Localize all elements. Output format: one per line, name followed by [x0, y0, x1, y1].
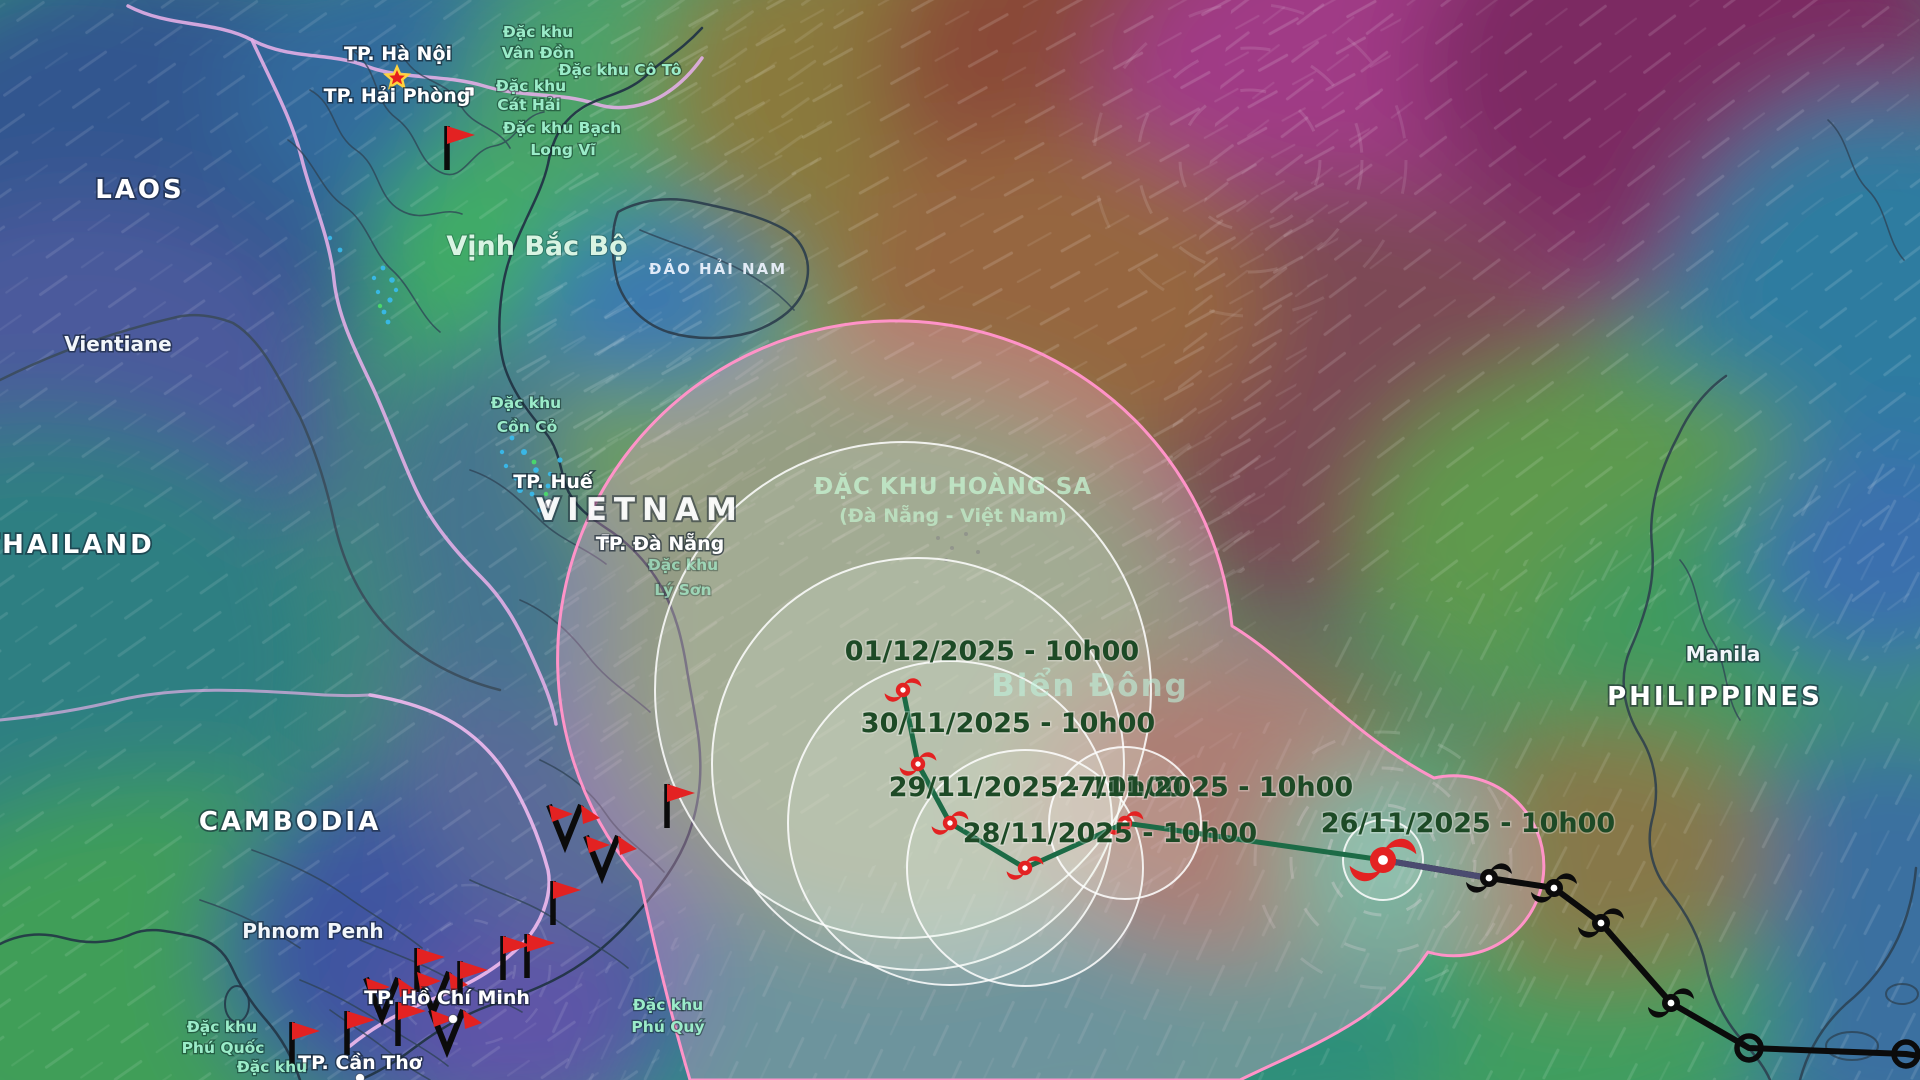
label-zone-phuquy-2: Phú Quý — [631, 1018, 704, 1036]
coastline-gulf-thailand — [0, 928, 302, 1080]
date-label-2711: 27/11/2025 - 10h00 — [1059, 772, 1353, 803]
date-label-0112: 01/12/2025 - 10h00 — [845, 636, 1139, 667]
label-hoangsa-sub: (Đà Nẵng - Việt Nam) — [839, 503, 1067, 527]
label-vietnam: VIETNAM — [536, 492, 744, 528]
map-labels: LAOS THAILAND CAMBODIA VIETNAM PHILIPPIN… — [0, 22, 1823, 1078]
label-zone-lyson-2: Lý Sơn — [654, 581, 711, 599]
label-zone-phuquoc-2: Phú Quốc — [182, 1038, 265, 1057]
track-date-labels: 01/12/2025 - 10h00 30/11/2025 - 10h00 29… — [843, 635, 1616, 851]
date-label-2811: 28/11/2025 - 10h00 — [963, 818, 1257, 849]
label-zone-bachlongvi-2: Long Vĩ — [530, 141, 596, 159]
label-zone-conco: Đặc khu — [491, 394, 561, 412]
hcmc-marker[interactable] — [448, 1014, 458, 1024]
label-laos: LAOS — [95, 175, 185, 205]
label-vientiane: Vientiane — [64, 332, 172, 356]
label-zone-cathai: Đặc khu — [496, 77, 566, 95]
coastline-hainan — [611, 197, 810, 340]
label-zone-thochu: Đặc khu — [237, 1058, 307, 1076]
border-laos-vietnam — [250, 38, 558, 726]
label-zone-phuquoc: Đặc khu — [187, 1018, 257, 1036]
border-cambodia-laos — [0, 688, 372, 722]
label-hoangsa: ĐẶC KHU HOÀNG SA — [814, 472, 1092, 500]
forecast-track — [884, 678, 1417, 882]
label-zone-bachlongvi: Đặc khu Bạch — [503, 119, 621, 137]
province-borders — [199, 49, 1905, 1080]
haiphong-marker[interactable] — [464, 86, 475, 97]
label-hue: TP. Huế — [513, 470, 594, 493]
label-zone-cathai-2: Cát Hải — [497, 96, 560, 114]
label-hainan: ĐẢO HẢI NAM — [649, 257, 787, 278]
coastline-luzon — [1622, 374, 1772, 1080]
label-zone-phuquy: Đặc khu — [633, 996, 703, 1014]
coastline-visayas — [1798, 866, 1918, 1080]
label-phnompenh: Phnom Penh — [242, 919, 383, 943]
map-borders — [0, 4, 1919, 1080]
label-hcmc: TP. Hồ Chí Minh — [364, 986, 530, 1009]
label-gulf-of-tonkin: Vịnh Bắc Bộ — [446, 231, 627, 262]
label-zone-conco-2: Cồn Cỏ — [497, 417, 557, 436]
label-east-sea: Biển Đông — [991, 668, 1189, 704]
rain-speckles — [327, 235, 563, 513]
cantho-marker[interactable] — [355, 1073, 365, 1080]
label-cambodia: CAMBODIA — [199, 807, 381, 837]
past-track — [1380, 857, 1920, 1066]
border-laos-thailand — [0, 313, 502, 692]
label-hanoi: TP. Hà Nội — [344, 43, 452, 65]
hue-marker[interactable] — [543, 498, 555, 510]
label-zone-vandon: Đặc khu — [503, 23, 573, 41]
label-cantho: TP. Cần Thơ — [298, 1051, 423, 1074]
label-manila: Manila — [1686, 642, 1761, 666]
label-thailand: THAILAND — [0, 530, 155, 560]
label-philippines: PHILIPPINES — [1607, 682, 1823, 712]
label-haiphong: TP. Hải Phòng — [324, 85, 471, 107]
city-markers — [355, 65, 611, 1080]
border-china-vietnam — [126, 4, 704, 110]
storm-uncertainty-cone[interactable] — [556, 319, 1546, 1080]
label-danang: TP. Đà Nẵng — [596, 531, 724, 555]
coastline-vietnam — [358, 26, 704, 1080]
date-label-3011: 30/11/2025 - 10h00 — [861, 708, 1155, 739]
date-label-2911: 29/11/2025 - 10h00 — [889, 772, 1183, 803]
danang-marker[interactable] — [600, 533, 611, 544]
label-zone-coto: Đặc khu Cô Tô — [559, 61, 682, 79]
date-label-2611-current: 26/11/2025 - 10h00 — [1321, 808, 1615, 839]
label-zone-lyson: Đặc khu — [648, 556, 718, 574]
wind-swirls — [388, 2, 1513, 1047]
label-zone-vandon-2: Vân Đồn — [502, 43, 575, 62]
